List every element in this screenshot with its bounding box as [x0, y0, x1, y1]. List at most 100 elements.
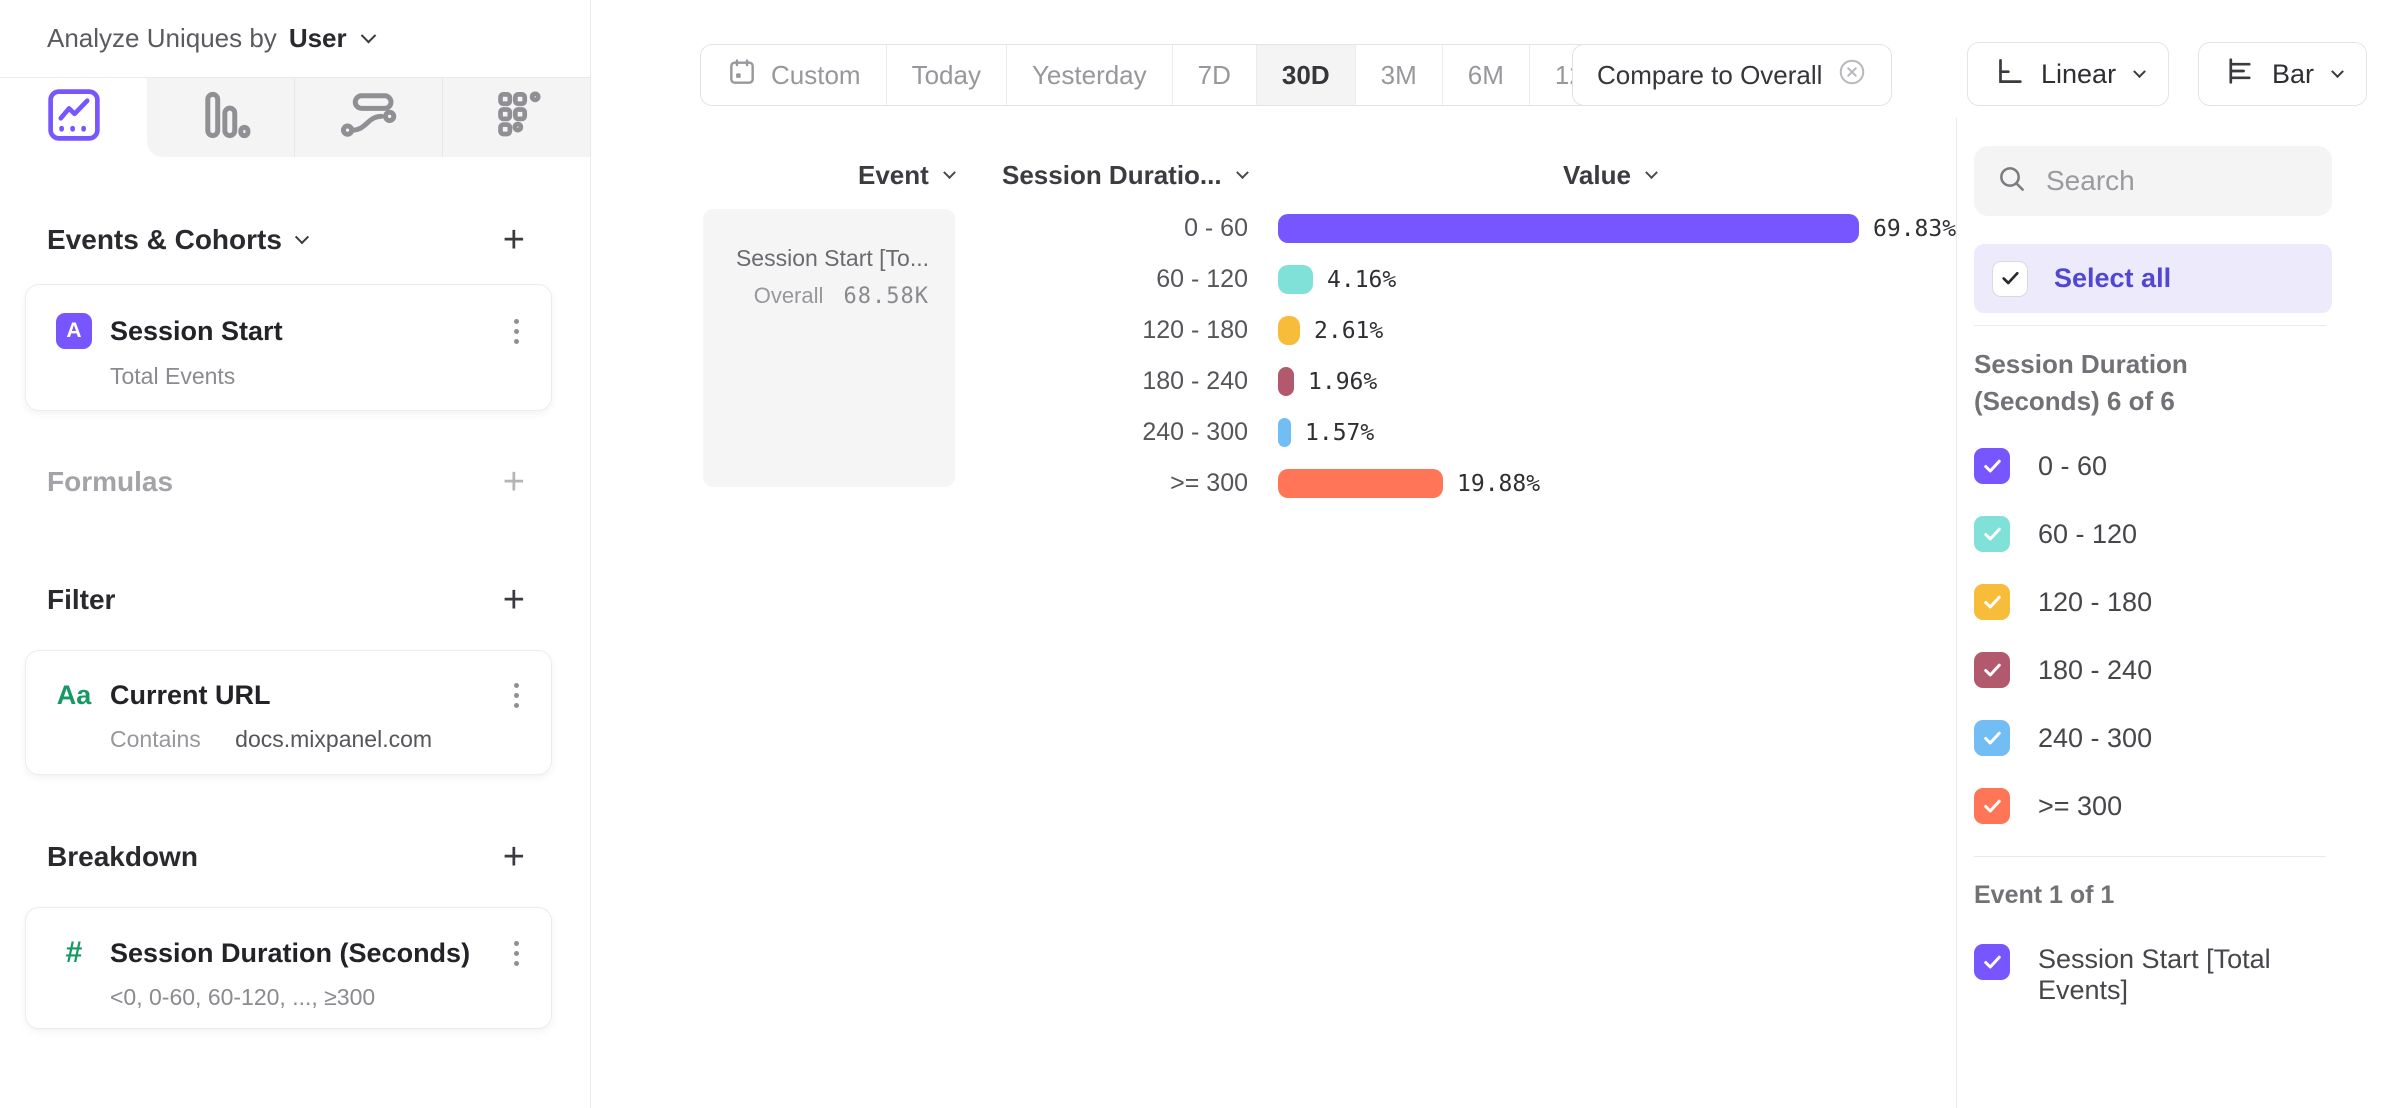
date-range-30d[interactable]: 30D: [1255, 45, 1355, 105]
segments-panel: Select all Session Duration (Seconds) 6 …: [1956, 118, 2397, 1108]
value-label: 1.57%: [1305, 419, 1375, 446]
chevron-down-icon: [2331, 64, 2344, 78]
kebab-menu-icon[interactable]: [510, 679, 523, 712]
kebab-menu-icon[interactable]: [510, 937, 523, 970]
breakdown-title: Breakdown: [47, 841, 198, 872]
bar-chart-icon: [188, 82, 254, 153]
insights-chart-icon: [41, 82, 107, 153]
chevron-down-icon: [2133, 64, 2146, 78]
date-range-yesterday[interactable]: Yesterday: [1005, 45, 1172, 105]
event-cell-title: Session Start [To...: [735, 245, 929, 271]
select-all-row[interactable]: Select all: [1974, 244, 2332, 313]
report-type-tabs: [0, 77, 590, 157]
filter-card-current-url[interactable]: Aa Current URL Contains docs.mixpanel.co…: [25, 650, 552, 775]
date-range-3m[interactable]: 3M: [1354, 45, 1442, 105]
event-card-subtitle[interactable]: Total Events: [110, 363, 236, 389]
chart-type-dropdown-label: Bar: [2272, 58, 2315, 89]
add-breakdown-button[interactable]: +: [502, 836, 525, 878]
chevron-down-icon: [1235, 166, 1249, 180]
add-event-button[interactable]: +: [502, 219, 525, 261]
retention-icon: [484, 82, 550, 153]
column-header-value[interactable]: Value: [1563, 160, 1658, 191]
search-input[interactable]: [2046, 165, 2286, 197]
date-range-6m[interactable]: 6M: [1441, 45, 1529, 105]
segment-row[interactable]: 0 - 60: [1974, 432, 2397, 500]
segment-checkbox[interactable]: [1974, 720, 2010, 756]
event-row[interactable]: Session Start [Total Events]: [1974, 944, 2397, 1006]
segment-checkbox[interactable]: [1974, 448, 2010, 484]
chevron-down-icon: [294, 230, 310, 245]
category-label: 120 - 180: [1142, 316, 1248, 344]
event-letter-badge: A: [56, 313, 92, 349]
add-filter-button[interactable]: +: [502, 579, 525, 621]
divider: [1974, 856, 2326, 857]
add-formula-button[interactable]: +: [502, 461, 525, 503]
event-card-session-start[interactable]: A Session Start Total Events: [25, 284, 552, 411]
bar-segment[interactable]: [1278, 214, 1859, 243]
date-range-7d[interactable]: 7D: [1171, 45, 1256, 105]
segment-checkbox[interactable]: [1974, 652, 2010, 688]
segment-checkbox[interactable]: [1974, 584, 2010, 620]
bar-chart: 0 - 60 69.83% 60 - 120 4.16% 120 - 180 2…: [690, 203, 1956, 509]
date-range-custom[interactable]: Custom: [701, 45, 886, 105]
overall-label: Overall: [753, 283, 824, 308]
scale-dropdown-label: Linear: [2041, 58, 2117, 89]
segment-row[interactable]: >= 300: [1974, 772, 2397, 840]
column-header-event[interactable]: Event: [858, 160, 956, 191]
date-range-picker: Custom Today Yesterday 7D 30D 3M 6M 12M: [700, 44, 1632, 106]
analyze-by-selector[interactable]: Analyze Uniques by User: [0, 0, 590, 77]
filter-operator[interactable]: Contains: [110, 726, 201, 752]
compare-label: Compare to Overall: [1597, 59, 1823, 90]
filter-section-header: Filter +: [47, 579, 525, 621]
string-property-icon: Aa: [56, 680, 92, 710]
category-label: 240 - 300: [1142, 418, 1248, 446]
scale-dropdown[interactable]: Linear: [1967, 42, 2170, 106]
tab-retention[interactable]: [442, 78, 590, 157]
segment-row[interactable]: 180 - 240: [1974, 636, 2397, 704]
segment-search[interactable]: [1974, 146, 2332, 216]
select-all-checkbox[interactable]: [1992, 260, 2028, 297]
select-all-label: Select all: [2054, 263, 2172, 293]
compare-to-overall-chip[interactable]: Compare to Overall: [1572, 44, 1893, 106]
query-builder-sidebar: Analyze Uniques by User: [0, 0, 591, 1108]
horizontal-bar-chart-icon: [2223, 54, 2257, 95]
column-header-breakdown[interactable]: Session Duratio...: [1002, 160, 1249, 191]
value-label: 2.61%: [1314, 317, 1384, 344]
bar-segment[interactable]: [1278, 367, 1294, 396]
breakdown-card-buckets[interactable]: <0, 0-60, 60-120, ..., ≥300: [110, 984, 376, 1010]
chart-row: 240 - 300 1.57%: [690, 407, 1956, 458]
remove-compare-icon[interactable]: [1837, 57, 1867, 94]
numeric-property-icon: #: [65, 936, 83, 969]
kebab-menu-icon[interactable]: [510, 315, 523, 348]
category-label: >= 300: [1170, 469, 1248, 497]
chart-row: >= 300 19.88%: [690, 458, 1956, 509]
segment-checkbox[interactable]: [1974, 788, 2010, 824]
segment-row[interactable]: 60 - 120: [1974, 500, 2397, 568]
filter-card-title: Current URL: [110, 680, 271, 710]
segment-checkbox[interactable]: [1974, 516, 2010, 552]
tab-funnels[interactable]: [147, 78, 294, 157]
bar-segment[interactable]: [1278, 418, 1291, 447]
segment-row[interactable]: 240 - 300: [1974, 704, 2397, 772]
breakdown-card-session-duration[interactable]: # Session Duration (Seconds) <0, 0-60, 6…: [25, 907, 552, 1029]
event-card-title: Session Start: [110, 315, 283, 346]
chart-type-dropdown[interactable]: Bar: [2198, 42, 2368, 106]
filter-title: Filter: [47, 584, 116, 615]
events-cohorts-title[interactable]: Events & Cohorts: [47, 224, 310, 256]
analyze-by-label: Analyze Uniques by: [47, 23, 277, 53]
bar-segment[interactable]: [1278, 265, 1313, 294]
bar-segment[interactable]: [1278, 469, 1443, 498]
tab-insights[interactable]: [0, 78, 147, 157]
bar-segment[interactable]: [1278, 316, 1300, 345]
category-label: 180 - 240: [1142, 367, 1248, 395]
tab-flows[interactable]: [294, 78, 442, 157]
value-label: 1.96%: [1308, 368, 1378, 395]
date-range-today[interactable]: Today: [885, 45, 1006, 105]
filter-value[interactable]: docs.mixpanel.com: [235, 726, 433, 752]
value-label: 4.16%: [1327, 266, 1397, 293]
event-checkbox[interactable]: [1974, 944, 2010, 980]
event-summary-cell[interactable]: Session Start [To... Overall 68.58K: [703, 209, 955, 487]
breakdown-section-header: Breakdown +: [47, 836, 525, 878]
segment-row[interactable]: 120 - 180: [1974, 568, 2397, 636]
